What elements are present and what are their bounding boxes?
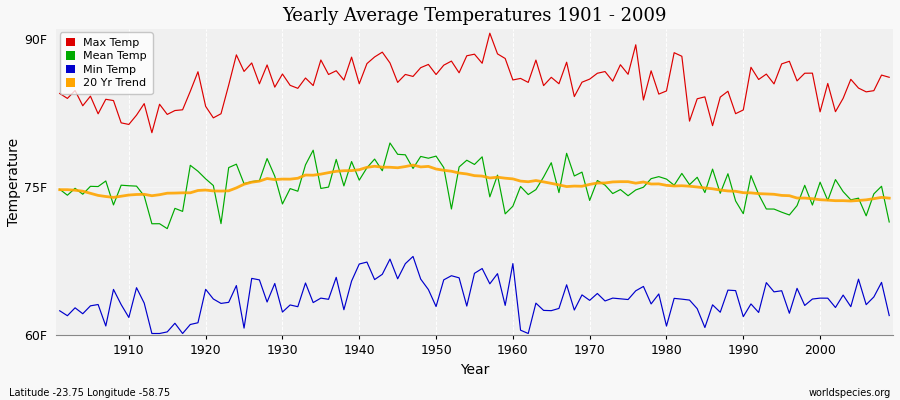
Title: Yearly Average Temperatures 1901 - 2009: Yearly Average Temperatures 1901 - 2009 bbox=[283, 7, 667, 25]
Y-axis label: Temperature: Temperature bbox=[7, 138, 21, 226]
X-axis label: Year: Year bbox=[460, 363, 490, 377]
Text: Latitude -23.75 Longitude -58.75: Latitude -23.75 Longitude -58.75 bbox=[9, 388, 170, 398]
Legend: Max Temp, Mean Temp, Min Temp, 20 Yr Trend: Max Temp, Mean Temp, Min Temp, 20 Yr Tre… bbox=[60, 32, 153, 94]
Text: worldspecies.org: worldspecies.org bbox=[809, 388, 891, 398]
